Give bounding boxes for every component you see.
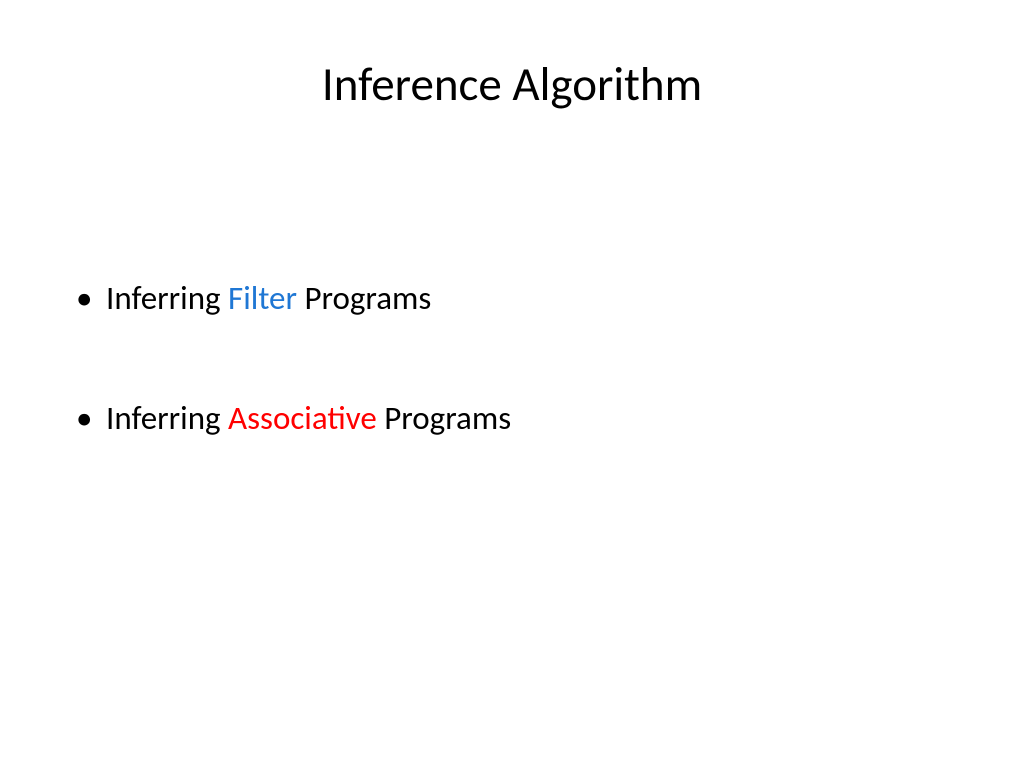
bullet-item: Inferring Associative Programs xyxy=(72,398,952,438)
text-run-accent: Filter xyxy=(228,278,297,318)
slide-body: Inferring Filter Programs Inferring Asso… xyxy=(72,278,952,438)
text-run: Programs xyxy=(377,398,511,438)
slide: Inference Algorithm Inferring Filter Pro… xyxy=(0,0,1024,768)
bullet-item: Inferring Filter Programs xyxy=(72,278,952,318)
text-run: Inferring xyxy=(106,278,228,318)
text-run: Programs xyxy=(297,278,431,318)
text-run-accent: Associative xyxy=(228,398,377,438)
bullet-list: Inferring Filter Programs Inferring Asso… xyxy=(72,278,952,438)
text-run: Inferring xyxy=(106,398,228,438)
slide-title: Inference Algorithm xyxy=(0,55,1024,113)
